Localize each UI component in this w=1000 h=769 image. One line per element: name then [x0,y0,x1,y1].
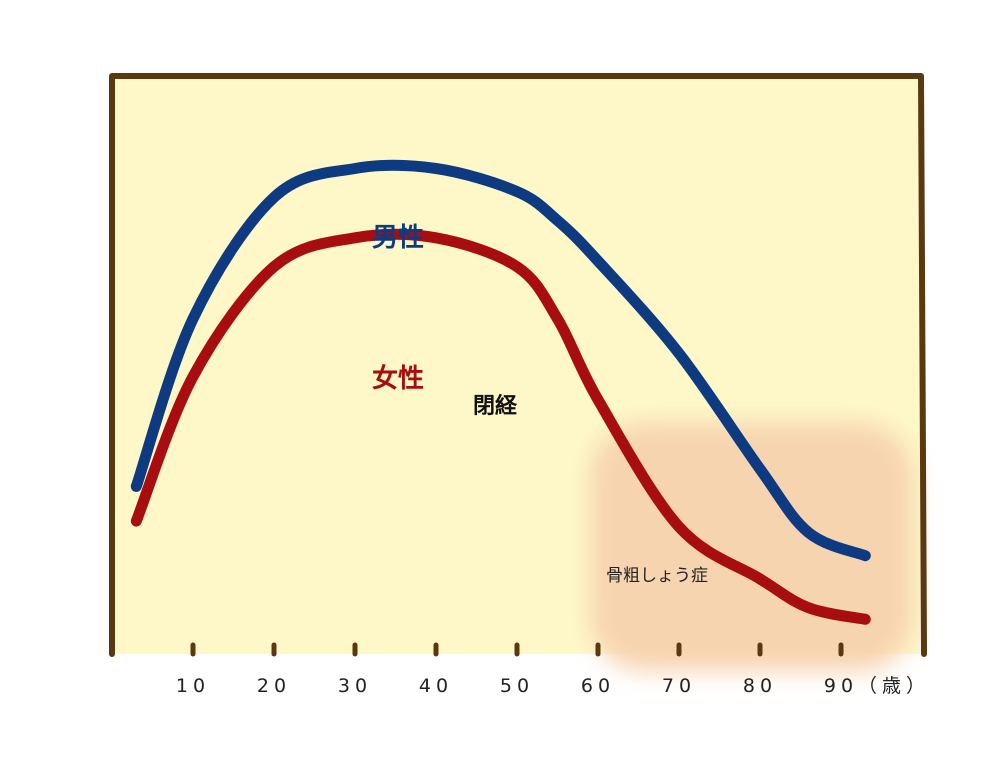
x-tick-label: 30 [338,675,372,697]
menopause-annotation: 閉経 [473,393,518,419]
x-tick-label: 20 [257,675,291,697]
x-tick-label: 70 [662,675,696,697]
series-layer [130,159,871,625]
x-tick-label: 80 [743,675,777,697]
x-axis-ticks: 10 20 30 40 50 60 70 80 90 （歳） [176,642,930,697]
plot-frame [109,73,927,657]
x-tick-label: 60 [581,675,615,697]
x-tick-label: 40 [419,675,453,697]
series-line-male [130,159,871,562]
x-tick-label: 50 [500,675,534,697]
series-label-female: 女性 [372,363,424,394]
x-axis-unit-label: （歳） [858,675,930,697]
series-label-male: 男性 [372,223,424,253]
osteoporosis-annotation: 骨粗しょう症 [606,566,708,586]
series-line-female [130,228,871,625]
x-tick-label: 10 [176,675,210,697]
x-tick-label: 90 [824,675,858,697]
